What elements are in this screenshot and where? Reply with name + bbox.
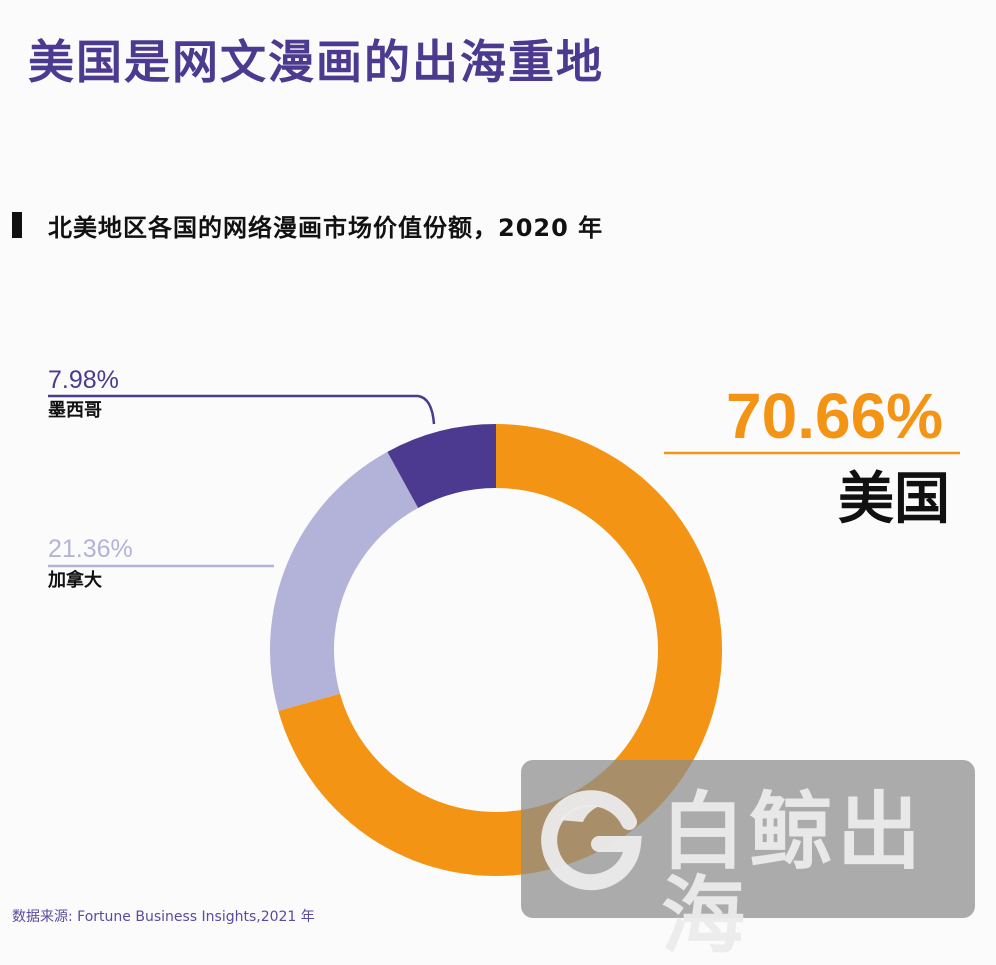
whale-g-logo-icon <box>541 790 642 891</box>
slice-name-label-usa: 美国 <box>838 467 950 532</box>
slice-value-label-usa: 70.66% <box>726 380 944 452</box>
leader-line-mexico <box>48 394 436 425</box>
donut-chart <box>48 394 960 876</box>
slice-mexico <box>387 424 496 508</box>
slice-canada <box>270 451 419 711</box>
slice-name-label-canada: 加拿大 <box>48 570 102 591</box>
watermark-text: 白鲸出海 <box>661 783 926 965</box>
slice-value-label-canada: 21.36% <box>48 535 133 563</box>
subtitle-marker <box>12 212 22 238</box>
data-source-note: 数据来源: Fortune Business Insights,2021 年 <box>12 909 315 925</box>
slice-value-label-mexico: 7.98% <box>48 366 119 394</box>
chart-subtitle: 北美地区各国的网络漫画市场价值份额，2020 年 <box>48 214 604 242</box>
page-headline: 美国是网文漫画的出海重地 <box>28 35 604 89</box>
watermark: 白鲸出海 <box>521 760 975 958</box>
slice-name-label-mexico: 墨西哥 <box>48 400 102 421</box>
